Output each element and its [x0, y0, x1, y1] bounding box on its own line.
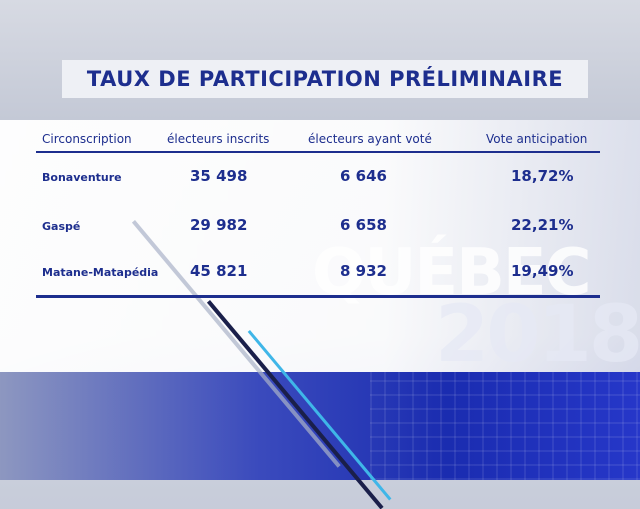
table-cell-votes: 6 658 [340, 216, 387, 234]
table-row-name: Matane-Matapédia [42, 266, 159, 279]
table-cell-anticipation: 19,49% [511, 262, 574, 280]
table-cell-inscrits: 29 982 [190, 216, 248, 234]
table-cell-votes: 8 932 [340, 262, 387, 280]
table-cell-anticipation: 18,72% [511, 167, 574, 185]
column-header-vote-anticipation: Vote anticipation [486, 132, 588, 146]
table-cell-anticipation: 22,21% [511, 216, 574, 234]
table-cell-inscrits: 35 498 [190, 167, 248, 185]
watermark-year: 2018 [435, 290, 640, 380]
background-bottom [0, 372, 640, 480]
table-row-name: Gaspé [42, 220, 81, 233]
header-rule [36, 151, 600, 153]
column-header-electeurs-inscrits: électeurs inscrits [167, 132, 270, 146]
table-panel [0, 120, 640, 372]
footer-rule [36, 295, 600, 298]
page-title: TAUX DE PARTICIPATION PRÉLIMINAIRE [86, 67, 564, 91]
table-row-name: Bonaventure [42, 171, 122, 184]
table-cell-votes: 6 646 [340, 167, 387, 185]
column-header-circonscription: Circonscription [42, 132, 132, 146]
table-cell-inscrits: 45 821 [190, 262, 248, 280]
column-header-electeurs-ayant-vote: électeurs ayant voté [308, 132, 432, 146]
title-banner [62, 60, 588, 98]
